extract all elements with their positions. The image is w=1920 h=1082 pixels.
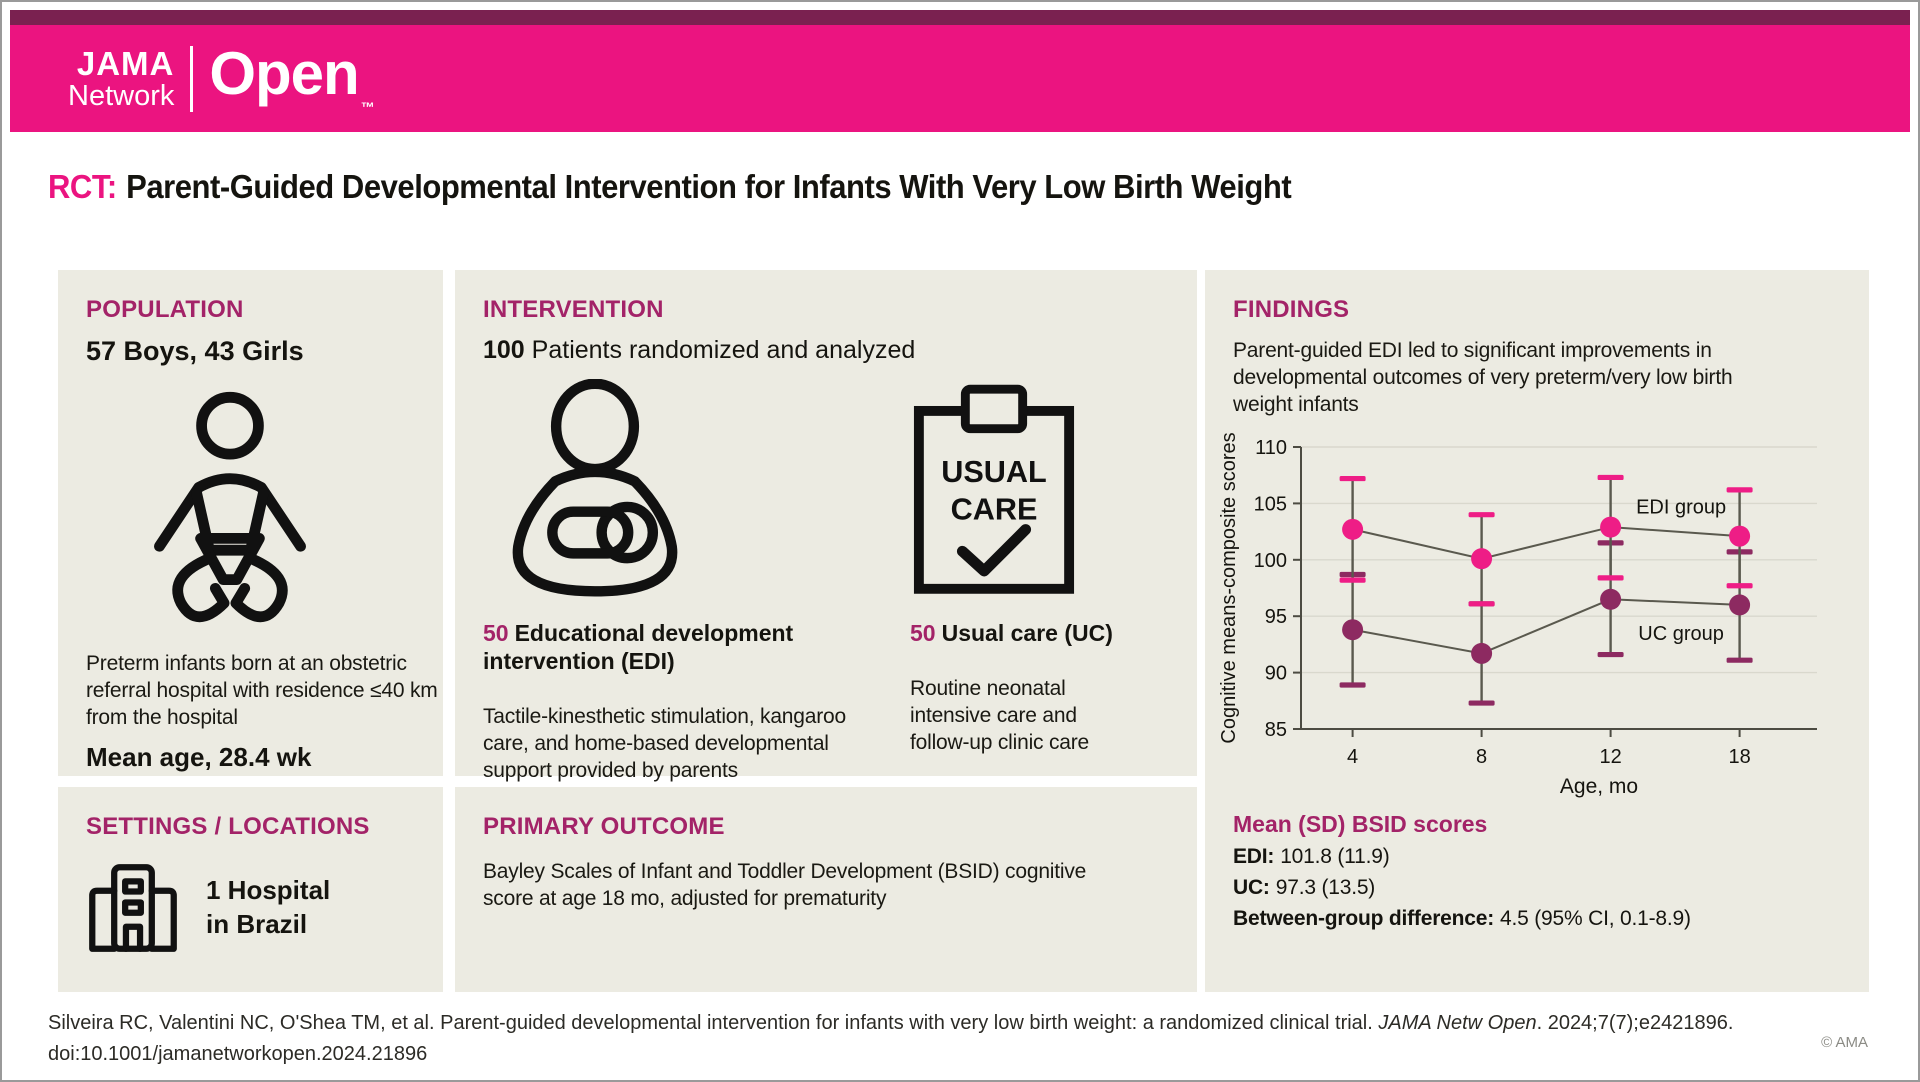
uc-score-value: 97.3 (13.5) <box>1275 875 1376 899</box>
usual-care-clipboard-icon: USUAL CARE <box>913 384 1075 594</box>
clipboard-clip <box>960 384 1028 434</box>
uc-icon-box: USUAL CARE <box>910 369 1169 597</box>
edi-score-row: EDI: 101.8 (11.9) <box>1233 845 1841 869</box>
logo-jama-text: JAMA <box>76 44 175 82</box>
logo-trademark: ™ <box>360 98 375 115</box>
difference-value: 4.5 (95% CI, 0.1-8.9) <box>1500 906 1691 930</box>
settings-row: 1 Hospital in Brazil <box>86 861 415 955</box>
findings-chart: 85 90 95 100 105 110 4 8 12 18 Age, mo Cognitive me… <box>1218 432 1817 798</box>
edi-arm-name: Educational development intervention (ED… <box>483 620 794 675</box>
bsid-scores-heading: Mean (SD) BSID scores <box>1233 810 1488 837</box>
population-description: Preterm infants born at an obstetric ref… <box>86 652 438 729</box>
uc-arm-title: 50 Usual care (UC) <box>910 619 1169 647</box>
edi-arm-n: 50 <box>483 620 509 646</box>
uc-score-row: UC: 97.3 (13.5) <box>1233 876 1841 900</box>
intervention-heading: INTERVENTION <box>483 296 664 323</box>
svg-text:85: 85 <box>1265 719 1287 741</box>
svg-text:UC group: UC group <box>1638 623 1724 645</box>
svg-text:12: 12 <box>1599 746 1621 768</box>
title-rct-tag: RCT: <box>48 168 117 206</box>
population-mean-age: Mean age, 28.4 wk <box>86 741 312 772</box>
uc-arm-n: 50 <box>910 620 936 646</box>
findings-panel: FINDINGS Parent-guided EDI led to signif… <box>1205 270 1869 992</box>
svg-text:105: 105 <box>1254 493 1287 515</box>
intervention-count-line: 100 Patients randomized and analyzed <box>483 336 1169 365</box>
svg-text:EDI group: EDI group <box>1636 496 1726 518</box>
edi-arm: 50 Educational development intervention (… <box>483 369 910 785</box>
settings-heading: SETTINGS / LOCATIONS <box>86 813 370 840</box>
header-top-strip <box>10 10 1910 25</box>
population-counts: 57 Boys, 43 Girls <box>86 336 304 366</box>
svg-text:4: 4 <box>1347 746 1358 768</box>
header-pink-band: JAMA Network Open ™ <box>10 25 1910 132</box>
uc-score-label: UC: <box>1233 875 1270 899</box>
edi-icon-box <box>483 369 910 597</box>
edi-arm-title: 50 Educational development intervention (… <box>483 619 891 675</box>
edi-arm-description: Tactile-kinesthetic stimulation, kangaro… <box>483 705 846 782</box>
settings-line2: in Brazil <box>206 909 308 939</box>
clipboard-label-line1: USUAL <box>941 455 1046 489</box>
edi-score-label: EDI: <box>1233 844 1275 868</box>
uc-arm-description: Routine neonatal intensive care and foll… <box>910 677 1090 754</box>
svg-text:8: 8 <box>1476 746 1487 768</box>
uc-arm-name: Usual care (UC) <box>941 620 1113 646</box>
page-title: RCT: Parent-Guided Developmental Interven… <box>48 168 1292 206</box>
settings-text: 1 Hospital in Brazil <box>206 874 330 942</box>
difference-row: Between-group difference: 4.5 (95% CI, 0.… <box>1233 907 1841 931</box>
findings-heading: FINDINGS <box>1233 296 1350 323</box>
primary-outcome-panel: PRIMARY OUTCOME Bayley Scales of Infant … <box>455 787 1197 992</box>
findings-summary: Parent-guided EDI led to significant imp… <box>1233 339 1733 416</box>
svg-text:90: 90 <box>1265 662 1287 684</box>
logo-network-text: Network <box>68 79 175 112</box>
intervention-count: 100 <box>483 336 525 364</box>
jama-network-open-logo: JAMA Network Open ™ <box>68 43 375 115</box>
settings-panel: SETTINGS / LOCATIONS 1 Hospital in Brazi… <box>58 787 443 992</box>
ama-copyright: © AMA <box>1821 1034 1868 1051</box>
settings-line1: 1 Hospital <box>206 875 331 906</box>
edi-score-value: 101.8 (11.9) <box>1280 844 1390 868</box>
baby-icon <box>154 391 306 623</box>
svg-text:18: 18 <box>1728 746 1750 768</box>
svg-text:110: 110 <box>1255 437 1287 459</box>
logo-jama-network: JAMA Network <box>68 47 174 111</box>
citation-footer: Silveira RC, Valentini NC, O'Shea TM, et… <box>48 1008 1733 1070</box>
intervention-arms: 50 Educational development intervention (… <box>483 369 1169 785</box>
citation-line: Silveira RC, Valentini NC, O'Shea TM, et… <box>48 1008 1733 1039</box>
uc-arm: USUAL CARE 50 Usual care (UC) Routine neo… <box>910 369 1169 785</box>
header-banner: JAMA Network Open ™ <box>10 10 1910 132</box>
svg-text:Cognitive means-composite scor: Cognitive means-composite scores <box>1218 432 1240 743</box>
citation-tail: . 2024;7(7);e2421896. <box>1536 1012 1734 1034</box>
citation-journal: JAMA Netw Open <box>1378 1012 1537 1034</box>
svg-text:Age, mo: Age, mo <box>1560 775 1638 798</box>
title-text: Parent-Guided Developmental Intervention… <box>126 168 1292 206</box>
checkmark-icon <box>956 524 1032 577</box>
difference-label: Between-group difference: <box>1233 906 1495 930</box>
primary-outcome-text: Bayley Scales of Infant and Toddler Deve… <box>483 860 1087 910</box>
population-heading: POPULATION <box>86 296 244 323</box>
logo-open-word: Open <box>209 39 359 107</box>
logo-open-text: Open ™ <box>209 43 375 115</box>
clipboard-label-line2: CARE <box>951 493 1038 527</box>
logo-divider <box>190 45 194 112</box>
hospital-icon <box>89 864 177 952</box>
primary-outcome-heading: PRIMARY OUTCOME <box>483 813 725 840</box>
population-icon-box <box>86 379 415 641</box>
intervention-panel: INTERVENTION 100 Patients randomized and… <box>455 270 1197 782</box>
parent-holding-infant-icon <box>512 379 678 597</box>
population-panel: POPULATION 57 Boys, 43 Girls Preterm inf… <box>58 270 443 776</box>
citation-text: Silveira RC, Valentini NC, O'Shea TM, et… <box>48 1012 1379 1034</box>
svg-text:100: 100 <box>1254 549 1287 571</box>
doi-line: doi:10.1001/jamanetworkopen.2024.21896 <box>48 1043 428 1065</box>
intervention-count-text: Patients randomized and analyzed <box>524 336 916 364</box>
svg-text:95: 95 <box>1265 606 1287 628</box>
